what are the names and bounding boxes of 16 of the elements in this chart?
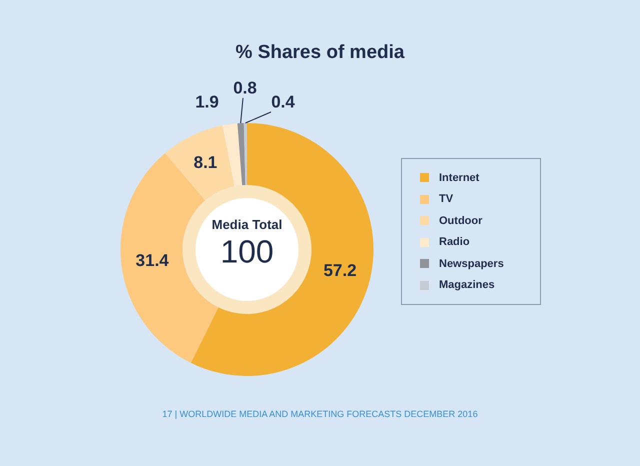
legend-label: Radio: [439, 236, 470, 248]
legend-label: Outdoor: [439, 214, 482, 227]
legend-label: Newspapers: [439, 258, 504, 270]
legend-label: Internet: [439, 172, 480, 184]
data-label: 31.4: [136, 250, 170, 270]
data-label: 0.4: [271, 92, 296, 112]
legend-label: Magazines: [439, 279, 495, 292]
text: Media Total: [212, 217, 282, 232]
data-label: 8.1: [194, 153, 218, 172]
data-label: 1.9: [195, 92, 219, 112]
legend-label: TV: [439, 193, 454, 206]
data-label: 0.8: [233, 78, 257, 98]
text: 100: [220, 233, 274, 270]
data-label: 57.2: [323, 260, 357, 280]
chart-title: % Shares of media: [234, 42, 406, 64]
text: 17 | WORLDWIDE MEDIA AND MARKETING FORECASTS DECEMBER 2016: [161, 409, 479, 419]
